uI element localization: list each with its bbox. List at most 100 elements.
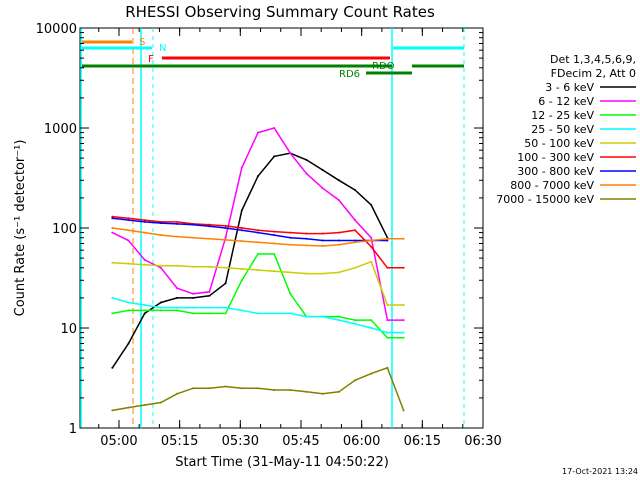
series-point — [386, 303, 389, 306]
series-point — [321, 169, 324, 172]
series-point — [127, 217, 130, 220]
series-point — [402, 331, 405, 334]
series-point — [208, 237, 211, 240]
series-point — [337, 243, 340, 246]
series-point — [176, 296, 179, 299]
series-point — [127, 239, 130, 242]
series-point — [289, 152, 292, 155]
series-point — [305, 315, 308, 318]
series-point — [240, 209, 243, 212]
series-point — [289, 292, 292, 295]
series-point — [370, 319, 373, 322]
series-point — [208, 290, 211, 293]
legend-label: 50 - 100 keV — [524, 137, 594, 150]
series-point — [337, 231, 340, 234]
series-point — [192, 265, 195, 268]
y-tick-label: 100 — [52, 222, 77, 237]
chart-title: RHESSI Observing Summary Count Rates — [125, 3, 435, 21]
series-line-4 — [112, 260, 404, 306]
series-point — [111, 296, 114, 299]
series-point — [224, 224, 227, 227]
series-point — [256, 387, 259, 390]
series-point — [305, 272, 308, 275]
legend-label: 7000 - 15000 keV — [496, 193, 594, 206]
series-point — [370, 239, 373, 242]
x-tick-label: 06:30 — [464, 434, 501, 449]
series-point — [305, 232, 308, 235]
series-point — [224, 312, 227, 315]
series-point — [192, 292, 195, 295]
series-point — [111, 366, 114, 369]
series-point — [321, 187, 324, 190]
series-point — [159, 401, 162, 404]
series-point — [159, 264, 162, 267]
legend-label: 6 - 12 keV — [538, 95, 594, 108]
series-point — [337, 199, 340, 202]
series-point — [143, 263, 146, 266]
tick-layer: 05:00 05:15 05:30 05:45 06:00 06:15 06:30 1 10 10… — [36, 22, 502, 449]
series-point — [273, 242, 276, 245]
series-point — [159, 306, 162, 309]
series-point — [321, 392, 324, 395]
series-point — [240, 229, 243, 232]
y-tick-label: 10000 — [36, 22, 77, 37]
series-point — [127, 309, 130, 312]
series-point — [143, 303, 146, 306]
series-line-1 — [112, 127, 404, 321]
series-line-3 — [112, 297, 404, 334]
series-point — [402, 303, 405, 306]
series-point — [143, 231, 146, 234]
legend-label: 3 - 6 keV — [545, 81, 594, 94]
series-line-0 — [111, 152, 389, 369]
series-point — [337, 271, 340, 274]
series-point — [273, 127, 276, 129]
series-point — [256, 252, 259, 255]
series-point — [256, 269, 259, 272]
x-tick-label: 05:15 — [161, 434, 198, 449]
series-point — [192, 296, 195, 299]
series-point — [111, 231, 114, 234]
series-point — [192, 387, 195, 390]
series-point — [321, 315, 324, 318]
status-label-flare: F — [148, 54, 154, 65]
series-point — [386, 266, 389, 269]
series-point — [208, 387, 211, 390]
series-point — [354, 241, 357, 244]
series-point — [289, 231, 292, 234]
series-point — [354, 379, 357, 382]
series-point — [159, 301, 162, 304]
series-point — [176, 220, 179, 223]
series-point — [159, 222, 162, 225]
series-point — [256, 312, 259, 315]
series-point — [289, 236, 292, 239]
series-point — [256, 231, 259, 234]
series-point — [337, 239, 340, 242]
series-point — [143, 220, 146, 223]
series-point — [176, 287, 179, 290]
series-point — [256, 131, 259, 134]
series-point — [273, 312, 276, 315]
series-point — [127, 229, 130, 232]
series-point — [337, 319, 340, 322]
series-point — [370, 236, 373, 239]
series-point — [370, 245, 373, 248]
series-point — [337, 179, 340, 182]
series-point — [354, 319, 357, 322]
series-point — [111, 215, 114, 218]
series-point — [240, 227, 243, 229]
x-tick-label: 05:00 — [100, 434, 137, 449]
series-point — [386, 366, 389, 369]
series-point — [127, 406, 130, 409]
legend-label: 300 - 800 keV — [517, 165, 594, 178]
series-point — [273, 388, 276, 391]
series-point — [240, 267, 243, 270]
series-point — [289, 312, 292, 315]
series-point — [370, 203, 373, 206]
series-point — [273, 230, 276, 233]
x-axis-label: Start Time (31-May-11 04:50:22) — [175, 455, 389, 470]
series-point — [208, 306, 211, 309]
series-point — [402, 237, 405, 240]
series-point — [370, 327, 373, 329]
series-point — [256, 241, 259, 244]
series-point — [143, 309, 146, 312]
